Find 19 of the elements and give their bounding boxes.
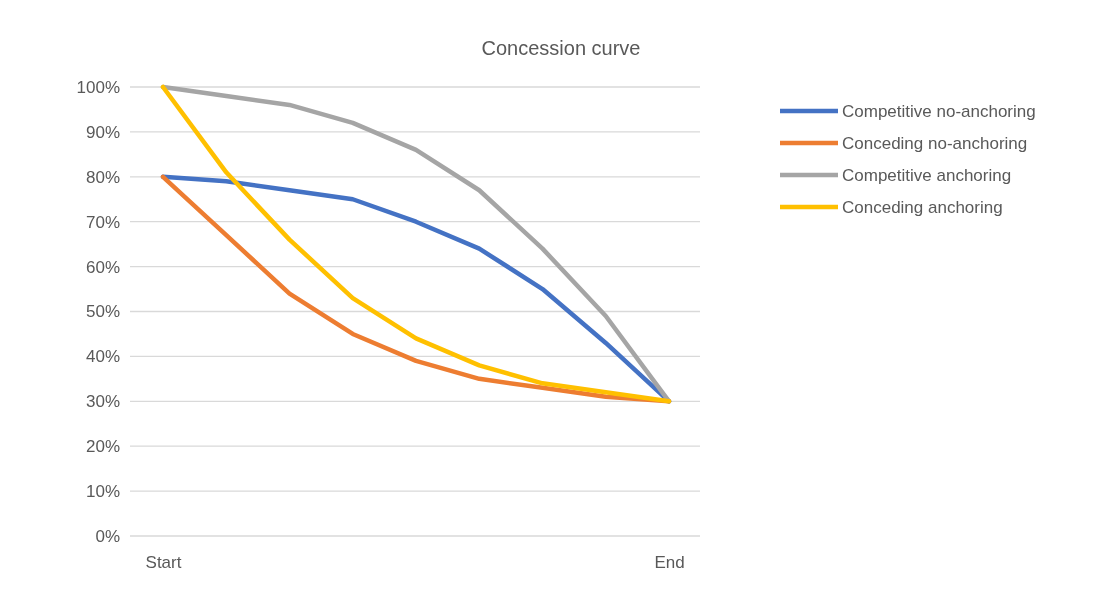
- legend-label: Conceding anchoring: [842, 198, 1003, 217]
- y-tick-label: 40%: [85, 347, 120, 367]
- y-tick-label: 30%: [85, 392, 120, 412]
- y-tick-label: 60%: [85, 257, 120, 277]
- y-tick-label: 90%: [85, 122, 120, 142]
- line-series: [160, 84, 672, 404]
- y-tick-label: 70%: [85, 212, 120, 232]
- y-tick-label: 0%: [95, 526, 120, 546]
- y-tick-label: 100%: [76, 77, 120, 97]
- chart-title: Concession curve: [481, 37, 641, 59]
- x-tick-label: End: [654, 553, 685, 573]
- legend-label: Competitive no-anchoring: [842, 102, 1036, 121]
- y-tick-label: 80%: [85, 167, 120, 187]
- x-tick-label: Start: [145, 553, 182, 573]
- legend-label: Competitive anchoring: [842, 166, 1012, 185]
- y-tick-label: 50%: [85, 302, 120, 322]
- y-tick-label: 10%: [85, 482, 120, 502]
- legend-label: Conceding no-anchoring: [842, 134, 1028, 153]
- y-tick-label: 20%: [85, 437, 120, 457]
